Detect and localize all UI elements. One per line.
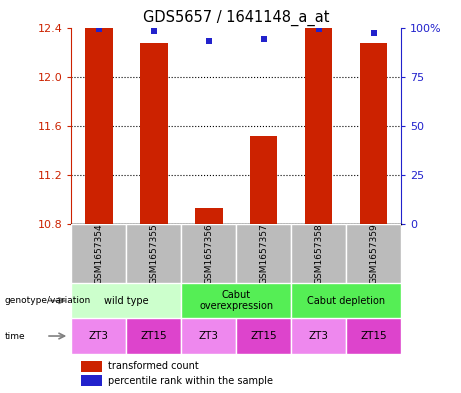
Bar: [181, 318, 236, 354]
Text: time: time: [5, 332, 25, 340]
Bar: [250, 136, 278, 224]
Point: [260, 36, 267, 42]
Bar: [195, 208, 223, 224]
Bar: [81, 375, 102, 386]
Text: Cabut depletion: Cabut depletion: [307, 296, 385, 306]
Text: GSM1657356: GSM1657356: [204, 223, 213, 284]
Bar: [236, 224, 291, 283]
Text: transformed count: transformed count: [108, 362, 199, 371]
Bar: [360, 44, 387, 224]
Bar: [85, 28, 112, 224]
Text: ZT15: ZT15: [250, 331, 277, 341]
Point: [315, 26, 322, 33]
Text: GSM1657357: GSM1657357: [259, 223, 268, 284]
Text: GSM1657354: GSM1657354: [95, 223, 103, 284]
Bar: [81, 361, 102, 372]
Bar: [126, 224, 181, 283]
Bar: [126, 318, 181, 354]
Point: [370, 30, 377, 37]
Bar: [71, 318, 126, 354]
Text: ZT15: ZT15: [141, 331, 167, 341]
Bar: [305, 28, 332, 224]
Point: [95, 26, 103, 33]
Text: ZT3: ZT3: [309, 331, 329, 341]
Bar: [71, 224, 126, 283]
Bar: [346, 318, 401, 354]
Text: ZT15: ZT15: [361, 331, 387, 341]
Text: GSM1657355: GSM1657355: [149, 223, 159, 284]
Title: GDS5657 / 1641148_a_at: GDS5657 / 1641148_a_at: [143, 10, 330, 26]
Text: GSM1657359: GSM1657359: [369, 223, 378, 284]
Point: [150, 28, 158, 35]
Text: genotype/variation: genotype/variation: [5, 296, 91, 305]
Text: ZT3: ZT3: [199, 331, 219, 341]
Bar: [291, 283, 401, 318]
Point: [205, 38, 213, 44]
Text: wild type: wild type: [104, 296, 149, 306]
Text: percentile rank within the sample: percentile rank within the sample: [108, 376, 273, 386]
Bar: [291, 318, 346, 354]
Text: Cabut
overexpression: Cabut overexpression: [199, 290, 273, 311]
Bar: [140, 44, 168, 224]
Bar: [181, 283, 291, 318]
Bar: [181, 224, 236, 283]
Bar: [291, 224, 346, 283]
Bar: [71, 283, 181, 318]
Text: ZT3: ZT3: [89, 331, 109, 341]
Text: GSM1657358: GSM1657358: [314, 223, 323, 284]
Bar: [236, 318, 291, 354]
Bar: [346, 224, 401, 283]
